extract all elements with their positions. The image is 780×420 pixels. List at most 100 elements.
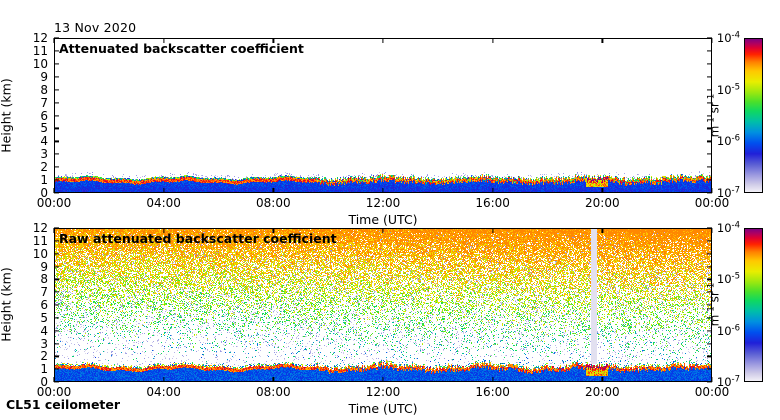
panel2-ytick-mark (707, 304, 712, 306)
panel1-ytick-mark (54, 179, 59, 181)
panel2-y-axis-label: Height (km) (0, 267, 14, 342)
panel2-xtick-mark (272, 377, 274, 382)
panel1-xtick-mark (492, 38, 494, 43)
panel2-xtick-label: 20:00 (585, 385, 620, 399)
panel1-ytick-mark (707, 63, 712, 65)
panel1-ytick-mark (54, 101, 59, 104)
panel1-xtick-mark (601, 188, 603, 193)
panel1-ytick-mark (54, 63, 59, 65)
panel2-ytick-mark (707, 265, 712, 268)
panel1-ytick-mark (54, 89, 59, 91)
panel2-ytick-mark (707, 291, 712, 293)
panel1-ytick-mark (707, 101, 712, 104)
panel1-ytick-label: 1 (40, 173, 48, 188)
panel1-xtick-mark (382, 38, 384, 43)
panel1-ytick-mark (707, 89, 712, 91)
panel1-xtick-mark (163, 38, 165, 43)
colorbar-tick-label: 10-7 (716, 185, 740, 201)
panel2-ytick-mark (707, 227, 712, 229)
panel2-xtick-mark (53, 377, 55, 382)
panel1-ytick-label: 10 (32, 56, 48, 71)
panel1-xtick-mark (601, 38, 603, 43)
panel-attenuated-backscatter[interactable]: Attenuated backscatter coefficient (54, 38, 712, 193)
panel2-ytick-mark (54, 227, 59, 229)
panel2-colorbar[interactable] (744, 228, 763, 382)
panel2-ytick-label: 3 (40, 336, 48, 351)
panel1-xtick-mark (711, 188, 713, 193)
colorbar-tick-label: 10-5 (716, 81, 740, 97)
panel1-ytick-label: 12 (32, 31, 48, 45)
colorbar-tick-label: 10-4 (716, 30, 740, 46)
colorbar-tick-label: 10-5 (716, 271, 740, 287)
panel1-ytick-label: 3 (40, 147, 48, 162)
panel2-ytick-label: 10 (32, 246, 48, 261)
panel2-ytick-label: 6 (40, 298, 48, 312)
panel2-xtick-mark (711, 377, 713, 382)
panel1-xtick-label: 08:00 (256, 196, 291, 210)
panel1-ytick-mark (54, 76, 59, 78)
panel2-xtick-label: 04:00 (146, 385, 181, 399)
panel2-ytick-label: 11 (32, 233, 48, 248)
panel2-ytick-mark (707, 342, 712, 345)
panel1-xtick-mark (53, 38, 55, 43)
panel1-x-axis-label: Time (UTC) (348, 212, 418, 227)
panel2-xtick-mark (492, 228, 494, 233)
panel1-xtick-label: 00:00 (36, 196, 72, 210)
panel1-y-axis-label: Height (km) (0, 77, 14, 153)
panel1-xtick-label: 00:00 (694, 196, 730, 210)
panel1-ytick-mark (54, 37, 59, 39)
panel2-ytick-mark (54, 265, 59, 268)
panel2-ytick-label: 2 (40, 349, 48, 364)
panel2-xtick-label: 00:00 (694, 385, 730, 399)
instrument-footer: CL51 ceilometer (6, 397, 121, 412)
panel2-ytick-label: 5 (40, 310, 48, 325)
panel2-ytick-label: 12 (32, 221, 48, 235)
panel2-ytick-mark (54, 278, 59, 280)
panel2-ytick-mark (707, 381, 712, 383)
panel2-xtick-mark (382, 228, 384, 233)
panel1-xtick-label: 16:00 (475, 196, 510, 210)
panel2-xtick-label: 08:00 (256, 385, 291, 399)
raw-attenuated-backscatter-heatmap (55, 229, 711, 381)
panel1-ytick-label: 0 (40, 186, 48, 200)
panel1-xtick-mark (492, 188, 494, 193)
panel2-ytick-mark (54, 304, 59, 306)
panel1-colorbar[interactable] (744, 38, 763, 193)
panel1-ytick-label: 2 (40, 160, 48, 175)
panel1-ytick-mark (707, 153, 712, 155)
panel1-xtick-mark (53, 188, 55, 193)
panel2-ytick-label: 8 (40, 272, 48, 287)
panel1-xtick-mark (382, 188, 384, 193)
panel2-xtick-label: 12:00 (365, 385, 401, 399)
panel2-ytick-label: 4 (40, 323, 48, 338)
panel1-ytick-label: 8 (40, 82, 48, 97)
colorbar-tick-label: 10-4 (716, 220, 740, 236)
panel1-ytick-mark (54, 153, 59, 155)
panel-raw-attenuated-backscatter[interactable]: Raw attenuated backscatter coefficient (54, 228, 712, 382)
panel1-ytick-label: 4 (40, 134, 48, 149)
panel2-xtick-label: 00:00 (36, 385, 72, 399)
panel1-xtick-mark (272, 188, 274, 193)
panel1-ytick-mark (707, 140, 712, 142)
panel2-ytick-mark (707, 278, 712, 280)
panel2-xtick-label: 16:00 (475, 385, 510, 399)
colorbar-tick-label: 10-6 (716, 133, 740, 149)
panel2-xtick-mark (601, 377, 603, 382)
panel1-label: Attenuated backscatter coefficient (59, 41, 304, 56)
panel2-xtick-mark (53, 228, 55, 233)
panel1-ytick-mark (54, 140, 59, 142)
panel2-ytick-mark (54, 381, 59, 383)
panel2-ytick-label: 0 (40, 375, 48, 389)
panel2-ytick-mark (707, 330, 712, 332)
panel1-xtick-mark (711, 38, 713, 43)
panel1-ytick-mark (54, 114, 59, 117)
panel2-ytick-mark (707, 368, 712, 370)
panel1-xtick-label: 20:00 (585, 196, 620, 210)
panel2-x-axis-label: Time (UTC) (348, 401, 418, 416)
panel2-ytick-mark (54, 368, 59, 370)
panel1-ytick-mark (707, 127, 712, 129)
panel2-xtick-mark (492, 377, 494, 382)
colorbar-tick-label: 10-7 (716, 374, 740, 390)
panel1-ytick-label: 9 (40, 69, 48, 84)
